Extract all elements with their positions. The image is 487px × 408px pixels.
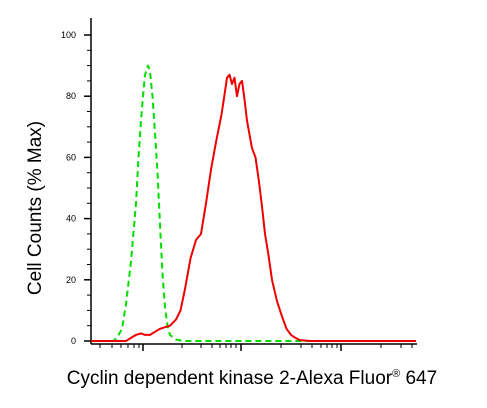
y-axis-title: Cell Counts (% Max)	[25, 121, 46, 295]
x-axis-title-main: Cyclin dependent kinase 2-Alexa Fluor	[67, 368, 393, 389]
y-tick-label: 0	[71, 336, 76, 346]
y-ticks: 0 20 40 60 80 100	[61, 30, 91, 346]
y-tick-label: 20	[66, 275, 76, 285]
x-axis-title-superscript: ®	[392, 368, 400, 380]
series-layer	[91, 64, 416, 342]
y-tick-label: 60	[66, 152, 76, 162]
x-ticks	[99, 344, 413, 351]
x-axis-title-suffix: 647	[400, 368, 437, 389]
y-tick-label: 40	[66, 214, 76, 224]
series-line-green-dashed	[91, 64, 416, 342]
axes	[90, 18, 417, 345]
y-tick-label: 80	[66, 91, 76, 101]
series-line-red-solid	[91, 73, 416, 342]
y-tick-label: 100	[61, 30, 76, 40]
x-axis-title: Cyclin dependent kinase 2-Alexa Fluor® 6…	[67, 368, 437, 389]
